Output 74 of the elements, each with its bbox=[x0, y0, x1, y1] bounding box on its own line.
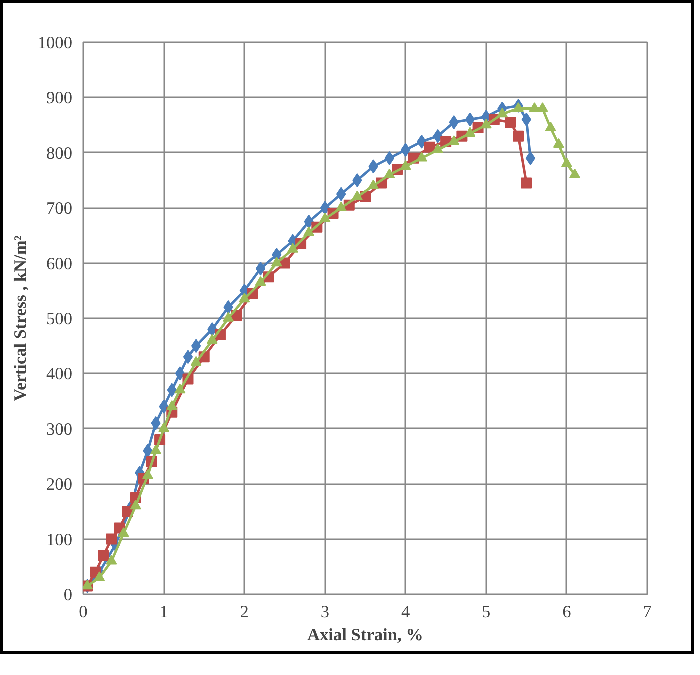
y-tick-label: 200 bbox=[46, 475, 73, 494]
y-axis-title: Vertical Stress , kN/m² bbox=[10, 236, 30, 402]
point bbox=[416, 152, 428, 162]
y-tick-label: 500 bbox=[46, 310, 73, 328]
point bbox=[320, 201, 330, 216]
point bbox=[174, 384, 186, 394]
point bbox=[142, 470, 154, 480]
y-tick-label: 0 bbox=[64, 586, 73, 604]
point bbox=[158, 422, 170, 432]
point bbox=[432, 144, 444, 154]
point bbox=[569, 168, 580, 178]
point bbox=[545, 122, 556, 132]
point bbox=[271, 257, 282, 267]
point bbox=[223, 312, 234, 322]
point bbox=[98, 550, 110, 562]
point bbox=[287, 243, 298, 253]
point bbox=[352, 174, 362, 188]
point bbox=[480, 119, 492, 129]
y-tick-label: 600 bbox=[46, 254, 73, 274]
y-tick-label: 900 bbox=[46, 88, 73, 108]
x-tick-label: 5 bbox=[482, 602, 491, 622]
point bbox=[106, 555, 118, 565]
point bbox=[320, 212, 331, 223]
point bbox=[150, 444, 162, 454]
x-tick-label: 7 bbox=[643, 602, 652, 622]
point bbox=[256, 262, 266, 276]
point bbox=[336, 202, 347, 212]
point bbox=[561, 158, 572, 168]
y-tick-label: 400 bbox=[46, 364, 73, 384]
point bbox=[175, 366, 186, 381]
y-tick-label: 800 bbox=[46, 144, 73, 163]
x-tick-label: 2 bbox=[240, 602, 249, 622]
x-tick-label: 6 bbox=[562, 602, 572, 622]
point bbox=[336, 187, 346, 202]
x-tick-label: 0 bbox=[79, 602, 88, 622]
point bbox=[304, 226, 315, 236]
point bbox=[424, 142, 436, 153]
point bbox=[206, 334, 218, 344]
point bbox=[400, 143, 411, 158]
x-axis-title: Axial Strain, % bbox=[307, 626, 424, 644]
point bbox=[384, 168, 396, 178]
point bbox=[496, 108, 508, 118]
point bbox=[106, 534, 118, 545]
point bbox=[465, 112, 476, 127]
point bbox=[537, 102, 548, 112]
point bbox=[464, 127, 476, 137]
y-tick-label: 1000 bbox=[38, 34, 72, 52]
y-tick-label: 700 bbox=[46, 199, 73, 218]
y-tick-label: 100 bbox=[46, 530, 73, 550]
point bbox=[130, 500, 142, 510]
point bbox=[553, 138, 564, 148]
point bbox=[526, 151, 536, 166]
point bbox=[191, 339, 202, 354]
point bbox=[505, 117, 516, 128]
point bbox=[368, 180, 380, 190]
point bbox=[166, 400, 178, 410]
point bbox=[448, 136, 460, 146]
x-tick-label: 1 bbox=[160, 602, 168, 622]
x-tick-label: 3 bbox=[320, 602, 330, 622]
point bbox=[190, 356, 202, 366]
point bbox=[239, 292, 250, 303]
point bbox=[529, 102, 540, 112]
point bbox=[384, 151, 395, 166]
point bbox=[255, 276, 266, 286]
point bbox=[400, 160, 412, 170]
point bbox=[521, 178, 532, 189]
point bbox=[94, 572, 106, 582]
point bbox=[118, 528, 130, 538]
point bbox=[513, 130, 524, 142]
x-tick-label: 4 bbox=[401, 602, 410, 622]
point bbox=[352, 190, 363, 200]
y-tick-label: 300 bbox=[46, 420, 73, 439]
point bbox=[183, 350, 194, 364]
point bbox=[513, 102, 524, 112]
